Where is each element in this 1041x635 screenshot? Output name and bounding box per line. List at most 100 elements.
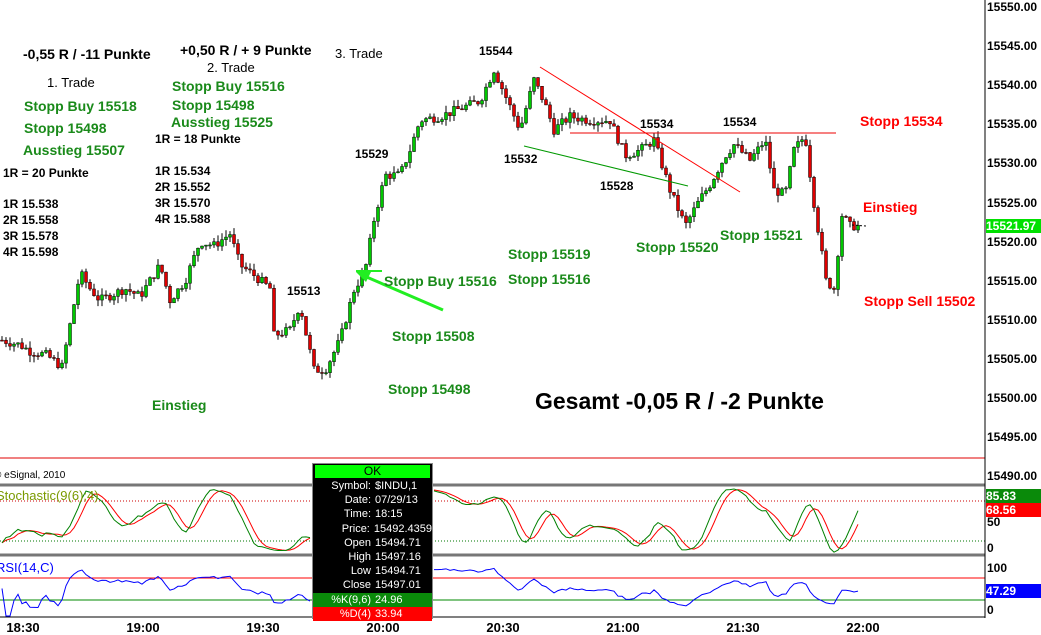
tooltip-value: 15492.4359	[373, 522, 432, 535]
price-tick-label: 15505.00	[987, 351, 1038, 366]
stochastic-axis-0: 0	[987, 541, 994, 555]
stochastic-d-line	[433, 489, 859, 550]
tooltip-key: Symbol:	[331, 480, 371, 492]
price-tick-label: 15520.00	[987, 234, 1038, 249]
candle-down	[28, 347, 32, 356]
copyright-label: © eSignal, 2010	[0, 470, 66, 481]
candle-up	[604, 121, 608, 124]
candle-down	[108, 294, 112, 301]
candle-up	[700, 193, 704, 202]
candle-up	[596, 122, 600, 126]
candle-up	[116, 289, 120, 297]
trade1-result: -0,55 R / -11 Punkte	[23, 46, 151, 62]
candle-down	[280, 334, 284, 337]
candle-down	[232, 234, 236, 244]
candle-down	[448, 112, 452, 116]
price-tick-label: 15550.00	[987, 0, 1038, 14]
candle-up	[464, 104, 468, 110]
candle-down	[432, 116, 436, 123]
candle-down	[828, 277, 832, 289]
candle-down	[36, 355, 40, 357]
candle-up	[404, 162, 408, 167]
candle-down	[804, 139, 808, 146]
candle-down	[8, 343, 12, 347]
rsi-title[interactable]: RSI(14,C)	[0, 560, 54, 575]
candle-down	[584, 117, 588, 124]
candle-up	[424, 118, 428, 123]
time-tick-label: 20:00	[366, 620, 400, 635]
candle-down	[664, 167, 668, 175]
candle-down	[120, 289, 124, 295]
candle-up	[196, 247, 200, 256]
candle-down	[820, 232, 824, 252]
candle-up	[68, 323, 72, 346]
candle-up	[628, 157, 632, 159]
candle-down	[748, 152, 752, 161]
candle-up	[296, 312, 300, 321]
candle-up	[764, 141, 768, 146]
candle-up	[408, 151, 412, 163]
price-tick-label: 15540.00	[987, 78, 1038, 93]
candle-down	[48, 350, 52, 358]
stochastic-title[interactable]: Stochastic(9(6);4)	[0, 488, 99, 503]
candle-down	[276, 330, 280, 336]
candle-up	[72, 304, 76, 324]
candle-down	[244, 266, 248, 270]
tooltip-value: 24.96	[375, 593, 403, 606]
candle-up	[180, 288, 184, 290]
candle-up	[200, 245, 204, 249]
candle-down	[268, 283, 272, 289]
candle-down	[92, 288, 96, 296]
tooltip-key: Open	[344, 536, 371, 549]
candle-down	[52, 357, 56, 359]
tooltip-row: Open 15494.71	[313, 536, 432, 550]
candle-down	[648, 143, 652, 147]
candle-down	[624, 143, 628, 159]
candle-up	[836, 256, 840, 290]
tooltip-d-row: %D(4) 33.94	[313, 606, 432, 621]
candle-up	[760, 145, 764, 148]
trade2-level: 4R 15.588	[155, 212, 211, 226]
candle-up	[400, 166, 404, 172]
candle-up	[340, 328, 344, 341]
tooltip-key: Low	[350, 565, 371, 578]
candle-up	[64, 344, 68, 364]
candle-up	[368, 237, 372, 265]
drawn-annotations	[356, 66, 867, 312]
candle-down	[264, 277, 268, 284]
candle-down	[576, 117, 580, 122]
trade1-risk: 1R = 20 Punkte	[3, 166, 89, 180]
stop-15508: Stopp 15508	[392, 328, 475, 344]
stop-15519: Stopp 15519	[508, 246, 591, 262]
candle-down	[812, 177, 816, 208]
time-tick-label: 18:30	[6, 620, 40, 635]
candle-up	[112, 296, 116, 301]
candle-down	[472, 100, 476, 102]
rsi-badge: 47.29	[986, 584, 1041, 598]
candle-down	[620, 143, 624, 145]
last-price-badge: 15521.97	[986, 219, 1041, 233]
candle-up	[708, 187, 712, 191]
rsi-axis-0: 0	[987, 603, 994, 617]
total-result: Gesamt -0,05 R / -2 Punkte	[535, 388, 824, 414]
candle-down	[240, 253, 244, 268]
price-label-15528: 15528	[600, 179, 634, 193]
candle-up	[556, 124, 560, 135]
candle-up	[724, 157, 728, 164]
candle-up	[172, 298, 176, 304]
red-trendline[interactable]	[539, 66, 741, 193]
candle-up	[156, 264, 160, 279]
candle-down	[772, 167, 776, 189]
candle-up	[60, 362, 64, 368]
candle-up	[376, 207, 380, 222]
ok-button[interactable]: OK	[315, 465, 430, 478]
candle-down	[104, 294, 108, 297]
candle-up	[492, 72, 496, 83]
trade3-label: 3. Trade	[335, 46, 383, 61]
candle-down	[608, 121, 612, 125]
green-trendline[interactable]	[523, 145, 689, 187]
candle-up	[784, 187, 788, 190]
stop-sell-15502: Stopp Sell 15502	[864, 293, 976, 309]
candle-up	[632, 155, 636, 158]
price-tick-label: 15500.00	[987, 391, 1038, 405]
